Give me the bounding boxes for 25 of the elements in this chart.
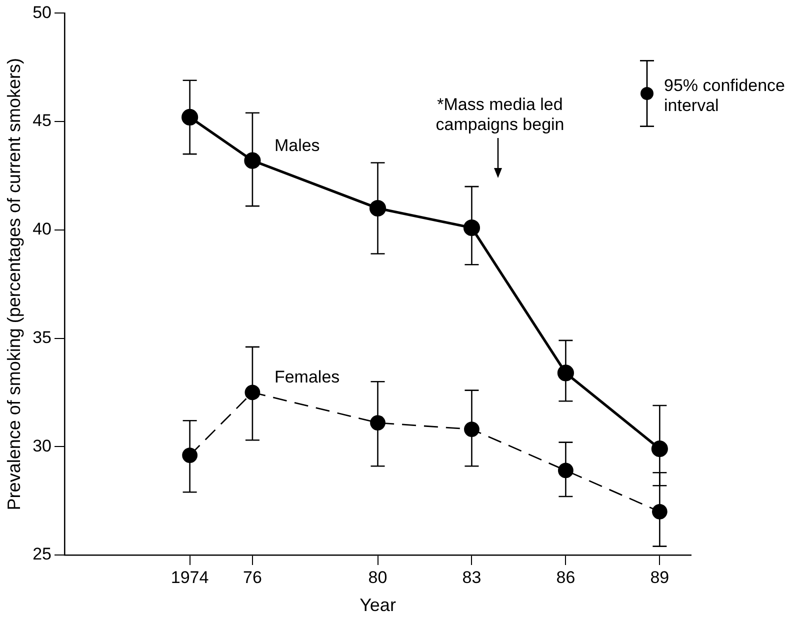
series-label: Males	[274, 136, 320, 155]
y-tick-label: 45	[32, 111, 52, 130]
y-tick-label: 25	[32, 544, 52, 564]
point	[557, 364, 574, 382]
x-tick-label: 76	[242, 568, 262, 587]
x-axis-title: Year	[360, 595, 396, 616]
x-tick-label: 89	[650, 568, 670, 587]
series-label: Females	[274, 368, 340, 387]
y-axis-title: Prevalence of smoking (percentages of current smokers)	[4, 58, 24, 510]
y-tick-label: 30	[32, 436, 52, 456]
point	[182, 108, 198, 126]
x-tick-label: 86	[556, 568, 576, 587]
annotation: *Mass media led campaigns begin	[434, 95, 566, 135]
point	[244, 152, 261, 169]
point	[244, 384, 260, 400]
annotation: 95% confidence interval	[664, 76, 786, 116]
x-tick-label: 1974	[170, 568, 209, 587]
y-tick-label: 35	[32, 328, 52, 347]
point	[463, 219, 480, 236]
y-tick-label: 50	[32, 2, 52, 22]
x-tick-label: 80	[368, 568, 388, 587]
point	[651, 440, 668, 458]
point	[369, 200, 386, 217]
y-tick-label: 40	[32, 220, 52, 239]
x-tick-label: 83	[462, 568, 482, 587]
